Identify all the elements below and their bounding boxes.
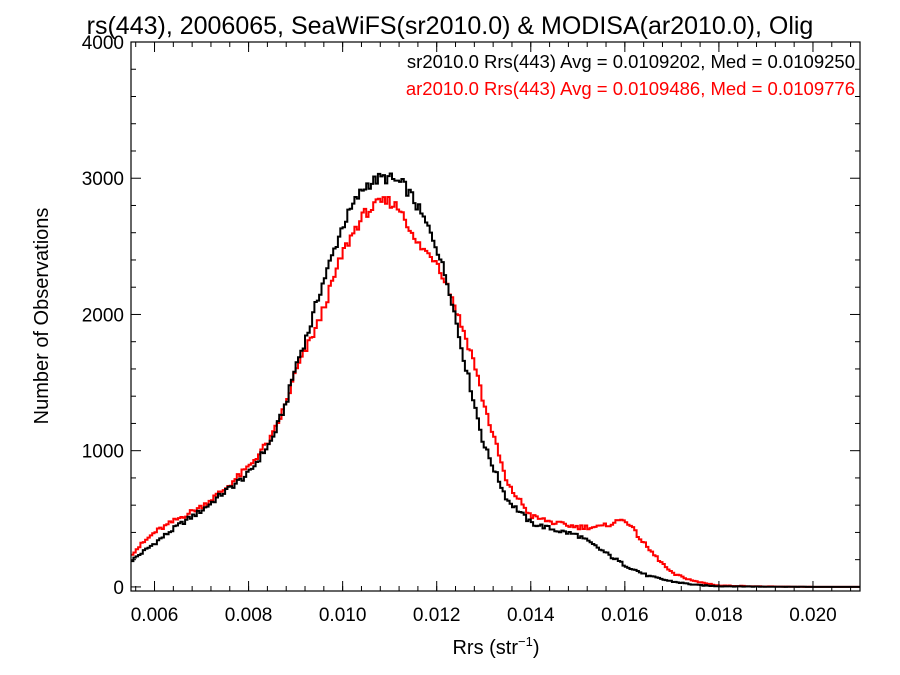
x-tick-label: 0.018: [695, 605, 743, 626]
x-tick-label: 0.012: [413, 605, 461, 626]
x-tick-label: 0.010: [319, 605, 367, 626]
y-axis-label: Number of Observations: [31, 208, 53, 425]
y-tick-label: 1000: [82, 442, 124, 463]
series-ar2010-line: [131, 196, 860, 588]
x-tick-label: 0.014: [507, 605, 555, 626]
y-tick-label: 2000: [82, 305, 124, 326]
x-tick-label: 0.020: [789, 605, 837, 626]
plot-frame: [130, 41, 861, 592]
x-tick-label: 0.008: [225, 605, 273, 626]
series-sr2010-line: [131, 172, 860, 588]
y-tick-label: 4000: [82, 33, 124, 54]
x-axis-label: Rrs (str−1): [452, 634, 539, 659]
annotation-ar2010: ar2010.0 Rrs(443) Avg = 0.0109486, Med =…: [406, 78, 855, 99]
chart-title: rs(443), 2006065, SeaWiFS(sr2010.0) & MO…: [87, 12, 814, 40]
y-tick-label: 0: [113, 578, 124, 599]
y-tick-label: 3000: [82, 169, 124, 190]
x-tick-label: 0.006: [131, 605, 179, 626]
annotation-sr2010: sr2010.0 Rrs(443) Avg = 0.0109202, Med =…: [407, 51, 855, 72]
x-tick-label: 0.016: [601, 605, 649, 626]
